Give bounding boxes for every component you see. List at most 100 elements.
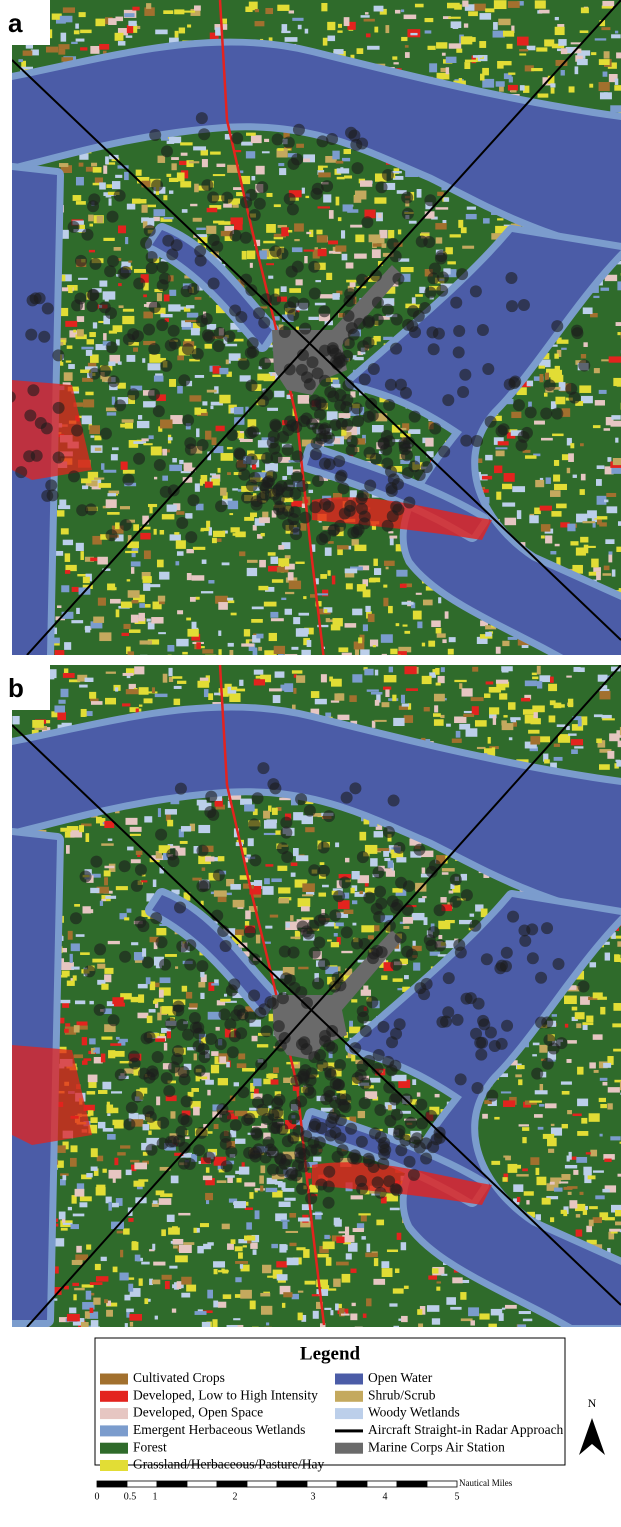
land-cover-patch	[193, 146, 206, 150]
land-cover-patch	[122, 316, 134, 324]
land-cover-patch	[298, 898, 311, 907]
land-cover-patch	[503, 1156, 509, 1158]
land-cover-patch	[345, 568, 358, 573]
land-cover-patch	[511, 412, 521, 418]
land-cover-patch	[382, 654, 387, 662]
observation-dot	[208, 277, 220, 289]
land-cover-patch	[503, 715, 507, 717]
land-cover-patch	[352, 871, 360, 879]
land-cover-patch	[441, 1274, 447, 1276]
land-cover-patch	[409, 221, 417, 224]
observation-dot	[251, 499, 263, 511]
land-cover-patch	[272, 579, 283, 583]
land-cover-patch	[117, 1231, 123, 1234]
land-cover-patch	[282, 476, 287, 480]
land-cover-patch	[89, 332, 96, 337]
observation-dot	[348, 130, 360, 142]
land-cover-patch	[245, 7, 252, 12]
land-cover-patch	[162, 1275, 172, 1280]
land-cover-patch	[305, 29, 309, 34]
land-cover-patch	[122, 419, 134, 422]
land-cover-patch	[305, 196, 309, 198]
land-cover-patch	[404, 1286, 409, 1289]
land-cover-patch	[425, 30, 432, 33]
land-cover-patch	[543, 1134, 554, 1139]
land-cover-patch	[604, 566, 610, 571]
land-cover-patch	[260, 1185, 263, 1191]
land-cover-patch	[61, 308, 69, 316]
land-cover-patch	[567, 1110, 572, 1114]
land-cover-patch	[465, 60, 477, 63]
land-cover-patch	[568, 453, 574, 462]
land-cover-patch	[416, 593, 422, 595]
land-cover-patch	[539, 1104, 544, 1107]
land-cover-patch	[155, 1038, 165, 1042]
land-cover-patch	[189, 395, 201, 401]
land-cover-patch	[126, 689, 139, 694]
land-cover-patch	[119, 305, 124, 308]
observation-dot	[402, 208, 414, 220]
land-cover-patch	[208, 580, 214, 583]
land-cover-patch	[134, 269, 146, 273]
land-cover-patch	[115, 687, 118, 691]
land-cover-patch	[435, 1094, 440, 1097]
land-cover-patch	[502, 484, 512, 489]
observation-dot	[114, 190, 126, 202]
land-cover-patch	[381, 975, 387, 980]
land-cover-patch	[131, 942, 138, 945]
land-cover-patch	[259, 517, 270, 523]
land-cover-patch	[607, 1103, 612, 1109]
land-cover-patch	[64, 1029, 69, 1033]
land-cover-patch	[66, 360, 72, 362]
land-cover-patch	[114, 247, 121, 251]
observation-dot	[127, 388, 139, 400]
land-cover-patch	[171, 157, 179, 160]
land-cover-patch	[317, 1254, 328, 1258]
land-cover-patch	[61, 33, 67, 42]
land-cover-patch	[596, 739, 602, 744]
land-cover-patch	[432, 1318, 440, 1324]
observation-dot	[277, 431, 289, 443]
land-cover-patch	[440, 897, 446, 903]
land-cover-patch	[160, 977, 171, 983]
land-cover-patch	[207, 1290, 213, 1299]
land-cover-patch	[109, 1170, 122, 1179]
observation-dot	[496, 425, 508, 437]
land-cover-patch	[194, 184, 199, 193]
observation-dot	[75, 255, 87, 267]
observation-dot	[456, 268, 468, 280]
land-cover-patch	[537, 681, 542, 688]
land-cover-patch	[171, 163, 176, 170]
land-cover-patch	[205, 1193, 213, 1200]
land-cover-patch	[472, 667, 478, 672]
land-cover-patch	[603, 72, 608, 77]
observation-dot	[361, 216, 373, 228]
land-cover-patch	[161, 1229, 166, 1236]
land-cover-patch	[281, 227, 289, 236]
land-cover-patch	[65, 570, 70, 574]
land-cover-patch	[616, 52, 621, 58]
observation-dot	[161, 145, 173, 157]
land-cover-patch	[202, 559, 207, 563]
land-cover-patch	[175, 966, 178, 969]
land-cover-patch	[383, 598, 388, 607]
land-cover-patch	[219, 368, 228, 374]
land-cover-patch	[545, 373, 549, 380]
land-cover-patch	[190, 204, 197, 206]
land-cover-patch	[157, 293, 162, 301]
observation-dot	[23, 450, 35, 462]
land-cover-patch	[541, 535, 545, 538]
observation-dot	[176, 517, 188, 529]
land-cover-patch	[448, 17, 460, 19]
observation-dot	[143, 323, 155, 335]
observation-dot	[279, 326, 291, 338]
land-cover-patch	[360, 649, 370, 657]
land-cover-patch	[550, 1182, 555, 1185]
land-cover-patch	[523, 709, 534, 714]
observation-dot	[120, 519, 132, 531]
land-cover-patch	[329, 677, 333, 682]
observation-dot	[390, 343, 402, 355]
land-cover-patch	[118, 361, 122, 364]
land-cover-patch	[398, 651, 407, 659]
land-cover-patch	[428, 641, 435, 647]
